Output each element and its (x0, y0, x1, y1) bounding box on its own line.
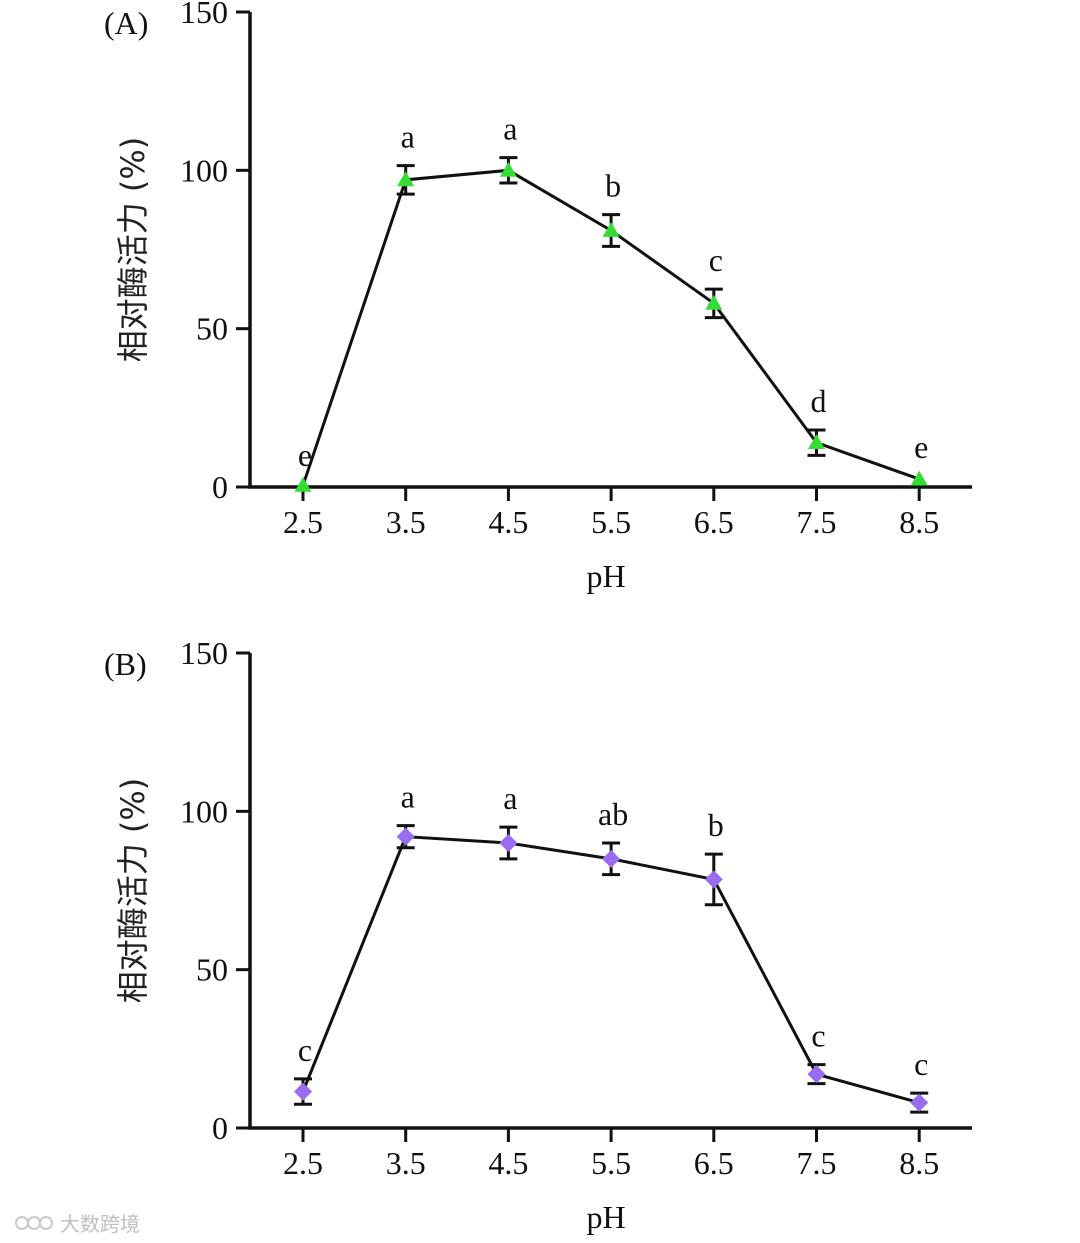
y-tick-label: 150 (180, 0, 228, 30)
data-point (910, 470, 928, 486)
significance-label: b (708, 807, 724, 843)
data-point (396, 827, 415, 846)
y-axis-title: 相对酶活力 (%) (114, 137, 152, 363)
x-tick-label: 3.5 (386, 1145, 426, 1181)
watermark: 大数跨境 (14, 1208, 140, 1237)
panel-b: 0 50 100 150 2.5 3.5 4.5 5.5 6.5 7.5 8.5 pH 相对酶活力 (%… (104, 635, 972, 1235)
data-point (808, 434, 825, 450)
significance-label: c (811, 1018, 825, 1054)
y-tick-label: 0 (212, 469, 228, 505)
x-tick-label: 6.5 (694, 1145, 734, 1181)
x-tick-label: 7.5 (797, 504, 837, 540)
significance-label: c (709, 242, 723, 278)
data-point (499, 161, 517, 177)
data-point (705, 294, 723, 310)
x-tick-label: 2.5 (283, 504, 323, 540)
significance-label: e (298, 437, 312, 473)
data-point (499, 834, 518, 852)
data-point (397, 171, 415, 187)
significance-label: e (914, 429, 928, 465)
x-axis-title: pH (586, 1199, 625, 1235)
x-tick-label: 5.5 (591, 504, 631, 540)
y-tick-label: 50 (196, 311, 228, 347)
x-tick-label: 2.5 (283, 1145, 323, 1181)
data-point (910, 1093, 929, 1112)
y-tick-label: 50 (196, 952, 228, 988)
significance-label: a (401, 119, 415, 155)
panel-a: 0 50 100 150 2.5 3.5 4.5 5.5 6.5 7.5 8.5 pH 相对酶活力 (%… (104, 0, 972, 594)
y-axis-title: 相对酶活力 (%) (114, 778, 152, 1004)
x-tick-label: 3.5 (386, 504, 426, 540)
data-point (294, 476, 312, 492)
y-tick-label: 0 (212, 1110, 228, 1146)
data-point (602, 222, 620, 237)
data-point (294, 1082, 312, 1101)
x-tick-label: 8.5 (899, 1145, 939, 1181)
watermark-text: 大数跨境 (60, 1212, 140, 1236)
panel-label: (A) (104, 5, 148, 41)
y-tick-label: 100 (180, 793, 228, 829)
panel-label: (B) (104, 646, 147, 682)
x-tick-label: 7.5 (797, 1145, 837, 1181)
significance-label: a (503, 111, 517, 147)
y-tick-label: 100 (180, 152, 228, 188)
x-axis-title: pH (586, 558, 625, 594)
significance-label: a (401, 779, 415, 815)
x-tick-label: 5.5 (591, 1145, 631, 1181)
data-point (602, 849, 621, 868)
series-line (301, 835, 920, 1105)
watermark-logo-icon (15, 1215, 53, 1230)
x-tick-label: 4.5 (488, 504, 528, 540)
y-tick-label: 150 (180, 635, 228, 671)
x-tick-label: 4.5 (488, 1145, 528, 1181)
significance-label: d (811, 383, 827, 419)
significance-label: c (298, 1032, 312, 1068)
significance-label: c (914, 1046, 928, 1082)
significance-label: a (503, 780, 517, 816)
x-tick-label: 6.5 (694, 504, 734, 540)
significance-label: ab (598, 796, 628, 832)
data-point (807, 1065, 826, 1084)
significance-label: b (605, 168, 621, 204)
x-tick-label: 8.5 (899, 504, 939, 540)
data-point (704, 870, 723, 889)
